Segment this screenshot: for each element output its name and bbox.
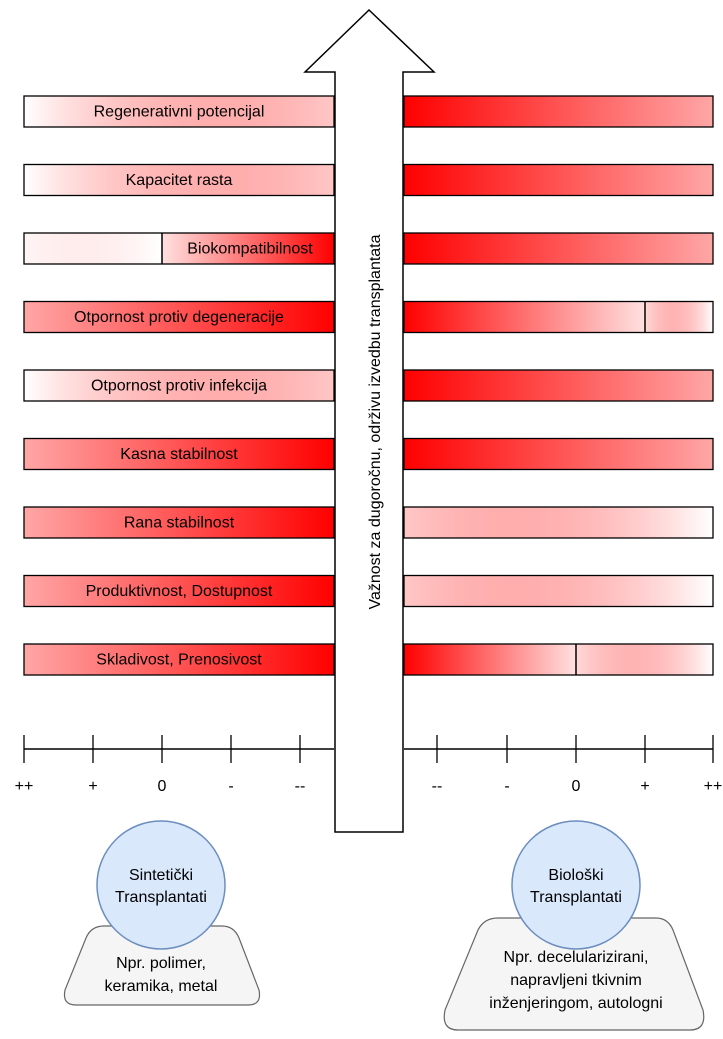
- biological-example-line1: Npr. decelularizirani,: [504, 949, 649, 966]
- right-bar-fill: [404, 301, 645, 333]
- right-bar-fill: [404, 370, 713, 401]
- biological-title-line1: Biološki: [548, 867, 603, 884]
- left-bar-outline: [23, 300, 335, 334]
- criteria-bars: Regenerativni potencijal Kapacitet rasta B…: [23, 95, 714, 676]
- synthetic-title-line2: Transplantati: [115, 889, 207, 906]
- synthetic-title-line1: Sintetički: [129, 867, 193, 884]
- left-scale-label: +: [88, 778, 97, 795]
- left-scale-label: ++: [15, 778, 34, 795]
- left-scale-label: --: [295, 778, 306, 795]
- right-bar: [403, 95, 714, 128]
- synthetic-circle: [96, 820, 226, 950]
- biological-example-line3: inženjeringom, autologni: [489, 995, 662, 1012]
- importance-arrow: [303, 8, 436, 833]
- left-bar-outline: [23, 643, 335, 676]
- right-bar-outline: [403, 437, 714, 471]
- biological-circle: [511, 820, 641, 950]
- right-scale-label: -: [504, 778, 509, 795]
- criterion-label: Kasna stabilnost: [120, 446, 238, 463]
- synthetic-plate: [63, 925, 261, 1006]
- left-bar: Kapacitet rasta: [23, 163, 335, 197]
- left-scale-label: 0: [158, 778, 167, 795]
- right-bar-fill: [404, 96, 713, 127]
- criterion-label: Regenerativni potencijal: [94, 104, 265, 121]
- criterion-label: Skladivost, Prenosivost: [96, 652, 262, 669]
- right-bar-outline: [403, 574, 714, 608]
- left-bar-outline: [23, 232, 335, 265]
- arrow-axis-title: Važnost za dugoročnu, održivu izvedbu tr…: [367, 234, 384, 609]
- right-bar-outline: [403, 95, 714, 128]
- left-bar: Otpornost protiv infekcija: [23, 369, 335, 402]
- left-bar: Regenerativni potencijal: [23, 95, 335, 128]
- right-bar: [403, 574, 714, 608]
- left-bar-fill: [24, 507, 334, 538]
- synthetic-example-line1: Npr. polimer,: [116, 955, 206, 972]
- right-scale-label: ++: [704, 778, 723, 795]
- left-bar-fill: [24, 96, 334, 127]
- right-bar: [403, 643, 714, 676]
- right-bar-fill: [404, 644, 576, 675]
- left-bar-fill: [24, 438, 334, 470]
- criterion-label: Otpornost protiv infekcija: [91, 378, 267, 395]
- right-bar-fill: [404, 164, 713, 196]
- rating-scales: ++ +0- -- -- -0 + ++: [15, 735, 723, 795]
- right-bar-outline: [403, 163, 714, 197]
- synthetic-grafts-group: Sintetički Transplantati Npr. polimer, k…: [63, 820, 261, 1006]
- right-bar-fill: [404, 233, 713, 264]
- left-bar-outline: [23, 163, 335, 197]
- left-bar: Otpornost protiv degeneracije: [23, 300, 335, 334]
- left-bar-fill: [24, 164, 334, 196]
- synthetic-example-line2: keramika, metal: [105, 978, 218, 995]
- left-bar-fill: [24, 644, 334, 675]
- criterion-label: Produktivnost, Dostupnost: [86, 583, 273, 600]
- biological-title-line2: Transplantati: [530, 889, 622, 906]
- right-scale-label: 0: [572, 778, 581, 795]
- left-bar: Rana stabilnost: [23, 506, 335, 539]
- biological-grafts-group: Biološki Transplantati Npr. decelularizi…: [443, 820, 705, 1031]
- right-bar: [403, 506, 714, 539]
- left-bar-fill: [24, 575, 334, 607]
- left-bar-fill: [162, 233, 334, 264]
- right-bar: [403, 163, 714, 197]
- right-bar: [403, 369, 714, 402]
- left-bar-outline: [23, 506, 335, 539]
- left-bar-fill: [24, 370, 334, 401]
- right-bar-fill: [404, 507, 713, 538]
- criterion-label: Kapacitet rasta: [126, 172, 233, 189]
- left-bar-outline: [23, 95, 335, 128]
- criterion-label: Otpornost protiv degeneracije: [74, 309, 284, 326]
- right-bar-rest: [645, 301, 713, 333]
- right-scale-label: +: [640, 778, 649, 795]
- right-bar: [403, 437, 714, 471]
- left-bar: Produktivnost, Dostupnost: [23, 574, 335, 608]
- left-bar: Kasna stabilnost: [23, 437, 335, 471]
- right-bar: [403, 232, 714, 265]
- right-bar-outline: [403, 300, 714, 334]
- left-bar-rest-tint: [24, 233, 162, 264]
- right-bar-outline: [403, 232, 714, 265]
- left-bar: Biokompatibilnost: [23, 232, 335, 265]
- right-bar-outline: [403, 643, 714, 676]
- left-bar-outline: [23, 574, 335, 608]
- right-bar: [403, 300, 714, 334]
- biological-plate: [443, 917, 705, 1031]
- left-scale-label: -: [228, 778, 233, 795]
- right-bar-outline: [403, 506, 714, 539]
- right-bar-fill: [404, 575, 713, 607]
- biological-example-line2: napravljeni tkivnim: [510, 972, 642, 989]
- right-bar-fill: [404, 438, 713, 470]
- left-bar-outline: [23, 369, 335, 402]
- right-scale-label: --: [432, 778, 443, 795]
- right-bar-rest: [576, 644, 713, 675]
- left-bar-outline: [23, 437, 335, 471]
- left-bar-fill: [24, 301, 334, 333]
- criterion-label: Biokompatibilnost: [187, 241, 313, 258]
- right-bar-outline: [403, 369, 714, 402]
- left-bar: Skladivost, Prenosivost: [23, 643, 335, 676]
- criterion-label: Rana stabilnost: [124, 515, 235, 532]
